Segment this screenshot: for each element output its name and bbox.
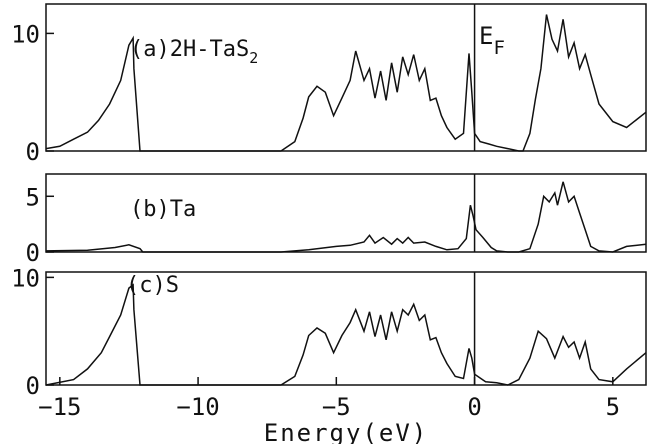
fermi-label-main: E	[479, 22, 493, 50]
panel-c-y-tick-label: 0	[26, 372, 40, 400]
panel-c-label-main: (c)S	[126, 273, 179, 298]
panel-b-y-tick-label: 5	[26, 183, 40, 211]
panel-a-label-main: (a)2H-TaS	[130, 37, 249, 62]
fermi-label: EF	[479, 22, 505, 59]
panel-c: 0 10 (c)S	[11, 264, 647, 400]
panel-c-y-ticks: 0 10	[11, 264, 54, 400]
x-axis-ticks: −15 −10 −5 0 5	[38, 377, 620, 421]
panel-a-y-tick-label: 0	[26, 138, 40, 166]
panel-b-frame	[45, 173, 647, 253]
panel-c-dos-line	[45, 283, 647, 386]
x-tick-label: 5	[606, 393, 620, 421]
panel-a-y-ticks: 0 10	[11, 20, 54, 166]
x-tick-label: −5	[322, 393, 351, 421]
panel-a-label: (a)2H-TaS2	[130, 37, 258, 67]
panel-a-frame	[45, 3, 647, 152]
panel-b-y-ticks: 05	[26, 183, 54, 267]
panel-c-y-tick-label: 10	[11, 264, 40, 292]
panel-b-dos-line	[45, 181, 647, 253]
panel-b: 05 (b)Ta	[26, 173, 647, 267]
panel-c-frame	[45, 271, 647, 386]
panel-c-label: (c)S	[126, 273, 179, 298]
x-tick-label: −10	[176, 393, 219, 421]
panel-b-label-main: (b)Ta	[130, 197, 196, 222]
panel-a: 0 10 (a)2H-TaS2 EF	[11, 3, 647, 166]
panel-a-dos-line	[45, 14, 647, 152]
x-tick-label: −15	[38, 393, 81, 421]
panel-b-label: (b)Ta	[130, 197, 196, 222]
panel-a-label-sub: 2	[249, 49, 258, 67]
panel-a-y-tick-label: 10	[11, 20, 40, 48]
fermi-label-sub: F	[493, 37, 504, 59]
x-tick-label: 0	[467, 393, 481, 421]
panel-b-y-tick-label: 0	[26, 239, 40, 267]
x-axis-label: Energy(eV)	[264, 419, 429, 444]
